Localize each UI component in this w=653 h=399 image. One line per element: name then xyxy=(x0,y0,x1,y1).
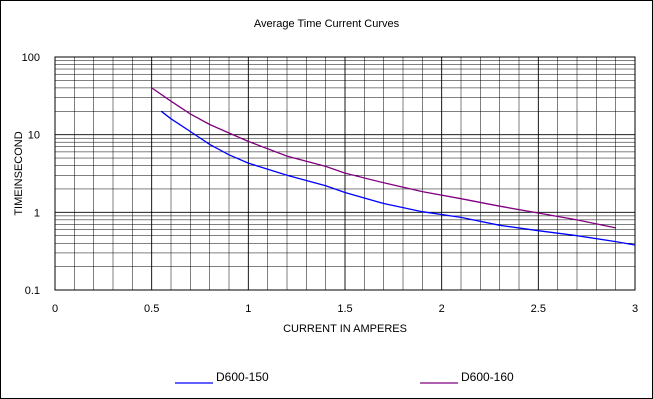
y-tick-label: 10 xyxy=(28,130,40,142)
chart-title: Average Time Current Curves xyxy=(253,18,400,30)
plot-area xyxy=(54,56,636,291)
legend-label: D600-150 xyxy=(216,370,269,384)
y-tick-label: 100 xyxy=(22,52,40,64)
x-axis-label: CURRENT IN AMPERES xyxy=(283,323,407,335)
curves xyxy=(151,87,636,246)
legend: D600-150 D600-160 xyxy=(175,370,514,384)
x-tick-label: 0.5 xyxy=(144,303,159,315)
grid-lines xyxy=(55,56,635,290)
y-axis-label: TIMEINSECOND xyxy=(13,131,25,215)
y-tick-label: 1 xyxy=(34,207,40,219)
x-tick-label: 1.5 xyxy=(337,303,352,315)
series-line-d600-160 xyxy=(151,87,616,229)
x-tick-label: 2.5 xyxy=(531,303,546,315)
y-axis-ticks: 0.1 1 10 100 xyxy=(22,52,40,297)
x-tick-label: 1 xyxy=(245,303,251,315)
x-tick-label: 0 xyxy=(52,303,58,315)
series-line-d600-150 xyxy=(160,110,636,246)
x-axis-ticks: 0 0.5 1 1.5 2 2.5 3 xyxy=(52,303,638,315)
x-tick-label: 2 xyxy=(439,303,445,315)
legend-label: D600-160 xyxy=(461,370,514,384)
y-tick-label: 0.1 xyxy=(25,285,40,297)
x-tick-label: 3 xyxy=(632,303,638,315)
